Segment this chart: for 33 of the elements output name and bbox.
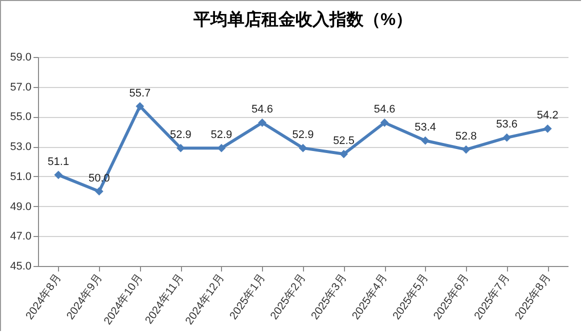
point (136, 102, 144, 110)
y-tick-label: 53.0 (10, 141, 32, 154)
data-label: 54.6 (374, 104, 396, 116)
point (94, 187, 104, 196)
point (543, 124, 552, 133)
point (176, 144, 185, 152)
data-label: 53.6 (496, 118, 518, 131)
data-label: 53.4 (414, 122, 436, 134)
point (421, 136, 430, 145)
y-tick-label: 59.0 (10, 52, 32, 64)
data-label: 52.5 (333, 135, 354, 148)
y-tick-label: 51.0 (10, 170, 32, 183)
data-label: 54.6 (252, 104, 273, 116)
point (462, 145, 470, 154)
chart-title: 平均单店租金收入指数（%） (192, 10, 413, 29)
data-label: 55.7 (129, 87, 151, 100)
data-label: 51.1 (48, 156, 70, 168)
point (340, 150, 348, 158)
data-label: 52.9 (170, 129, 192, 142)
data-label: 54.2 (536, 110, 558, 122)
data-label: 52.8 (455, 130, 477, 143)
data-label: 52.9 (292, 129, 314, 142)
point (298, 144, 308, 152)
y-tick-label: 57.0 (10, 81, 32, 94)
data-label: 52.9 (210, 129, 232, 142)
point (502, 133, 512, 142)
y-tick-label: 49.0 (10, 200, 32, 213)
point (54, 170, 63, 180)
y-tick-label: 47.0 (10, 230, 32, 243)
y-tick-label: 55.0 (10, 111, 32, 124)
y-tick-label: 45.0 (10, 260, 32, 272)
point (258, 118, 266, 127)
point (380, 118, 389, 127)
